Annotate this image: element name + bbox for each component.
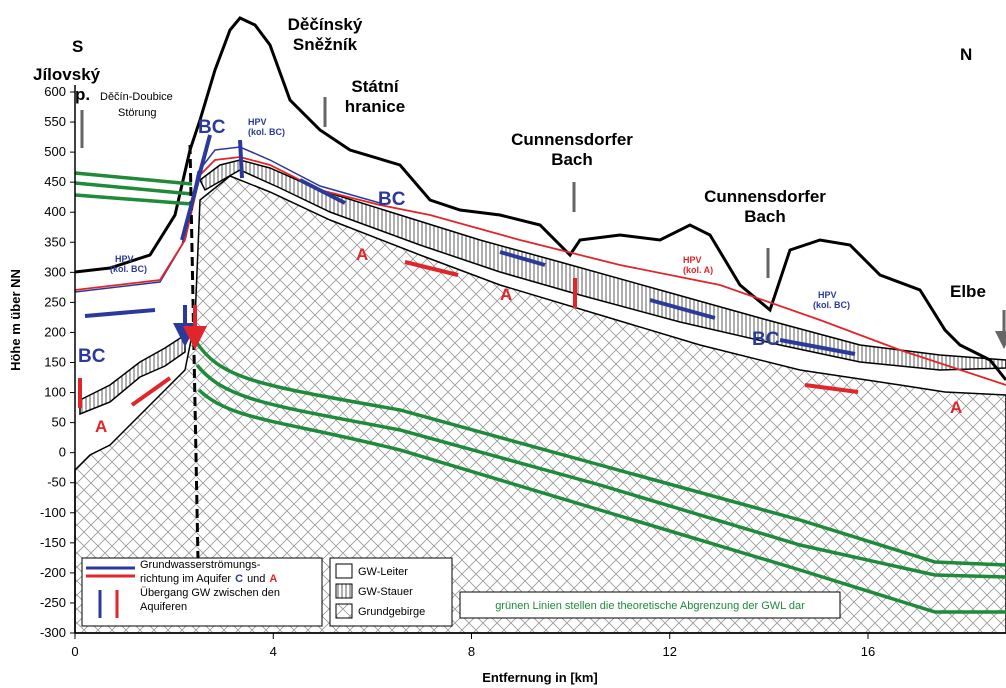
legend-note: grünen Linien stellen die theoretische A… bbox=[495, 600, 805, 612]
legend-text: richtung im Aquifer bbox=[140, 573, 231, 585]
x-axis-title: Entfernung in [km] bbox=[482, 670, 598, 685]
aquifer-label: BC bbox=[198, 117, 226, 138]
label: Störung bbox=[118, 107, 157, 119]
geology bbox=[75, 18, 1006, 633]
x-tick-label: 4 bbox=[270, 644, 277, 659]
y-tick-label: -100 bbox=[40, 505, 66, 520]
label: Děčín-Doubice bbox=[100, 91, 173, 103]
legend-text: A bbox=[269, 573, 277, 585]
label: Sněžník bbox=[293, 35, 358, 54]
x-tick-label: 8 bbox=[468, 644, 475, 659]
legend-text: Grundwasserströmungs- bbox=[140, 559, 261, 571]
hpv-label: HPV bbox=[818, 290, 837, 300]
y-tick-label: 450 bbox=[44, 174, 66, 189]
label: Bach bbox=[744, 207, 786, 226]
label: Cunnensdorfer bbox=[511, 130, 633, 149]
legend-text: Aquiferen bbox=[140, 601, 187, 613]
label: S bbox=[72, 37, 83, 56]
y-tick-label: 400 bbox=[44, 204, 66, 219]
aquifer-label: A bbox=[500, 285, 512, 304]
label: Jílovský bbox=[33, 65, 101, 84]
hpv-label: HPV bbox=[115, 254, 134, 264]
aquifer-label: A bbox=[950, 398, 962, 417]
y-tick-label: 50 bbox=[52, 415, 66, 430]
aquifer-label: A bbox=[95, 417, 107, 436]
label: Děčínský bbox=[288, 15, 363, 34]
x-tick-label: 16 bbox=[861, 644, 875, 659]
hpv-label: (kol. BC) bbox=[248, 127, 285, 137]
y-tick-label: -50 bbox=[47, 475, 66, 490]
label: Cunnensdorfer bbox=[704, 187, 826, 206]
hpv-label: (kol. BC) bbox=[110, 264, 147, 274]
aquifer-label: A bbox=[356, 245, 368, 264]
y-axis-title: Höhe m über NN bbox=[8, 269, 23, 371]
x-tick-label: 0 bbox=[71, 644, 78, 659]
hpv-label: HPV bbox=[683, 255, 702, 265]
hpv-label: HPV bbox=[248, 117, 267, 127]
hpv-label: (kol. A) bbox=[683, 265, 713, 275]
hpv-label: (kol. BC) bbox=[813, 300, 850, 310]
y-tick-label: 600 bbox=[44, 84, 66, 99]
y-tick-label: 300 bbox=[44, 264, 66, 279]
aquifer-label: BC bbox=[378, 189, 406, 210]
y-tick-label: -200 bbox=[40, 565, 66, 580]
legend-text: GW-Leiter bbox=[358, 566, 408, 578]
y-tick-label: -150 bbox=[40, 535, 66, 550]
y-tick-label: 200 bbox=[44, 324, 66, 339]
y-tick-label: 350 bbox=[44, 234, 66, 249]
label: Státní bbox=[351, 77, 400, 96]
cross-section: Höhe m über NN Entfernung in [km] 600 550… bbox=[0, 0, 1006, 688]
aquifer-label: BC bbox=[752, 329, 780, 350]
y-tick-label: 0 bbox=[59, 445, 66, 460]
label: hranice bbox=[345, 97, 405, 116]
legend-text: GW-Stauer bbox=[358, 586, 413, 598]
legend-text: C bbox=[235, 573, 243, 585]
label: Bach bbox=[551, 150, 593, 169]
y-tick-label: -250 bbox=[40, 595, 66, 610]
legend-text: und bbox=[247, 573, 265, 585]
legend-text: Grundgebirge bbox=[358, 606, 425, 618]
y-tick-label: 150 bbox=[44, 355, 66, 370]
label: N bbox=[960, 45, 972, 64]
y-tick-label: -300 bbox=[40, 625, 66, 640]
label: p. bbox=[75, 85, 90, 104]
legend-text: Übergang GW zwischen den bbox=[140, 587, 280, 599]
y-tick-label: 250 bbox=[44, 294, 66, 309]
y-tick-label: 550 bbox=[44, 114, 66, 129]
x-tick-label: 12 bbox=[663, 644, 677, 659]
label: Elbe bbox=[950, 282, 986, 301]
y-tick-label: 100 bbox=[44, 385, 66, 400]
aquifer-label: BC bbox=[78, 346, 106, 367]
y-tick-label: 500 bbox=[44, 144, 66, 159]
